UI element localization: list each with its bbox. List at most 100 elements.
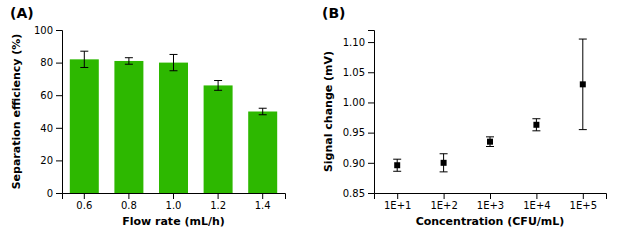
bar	[204, 85, 233, 193]
y-tick: 60	[40, 90, 62, 101]
x-axis-line	[63, 194, 286, 200]
y-tick: 0.95	[343, 127, 374, 138]
y-tick-label: 0.90	[343, 158, 365, 169]
x-tick-mark	[262, 193, 263, 199]
x-tick-label: 1.2	[210, 200, 226, 211]
bar	[70, 59, 99, 193]
x-tick: 1E+5	[570, 193, 597, 211]
y-tick-mark	[368, 193, 374, 194]
panel: 0.85 0.90 0.95 1.00 1.05 1.10 1E+1 1E+2 1E+3 1E+4…	[322, 5, 607, 228]
error-bar	[125, 58, 133, 65]
x-tick: 1.4	[255, 193, 271, 211]
point	[580, 81, 586, 87]
y-tick-label: 80	[40, 57, 53, 68]
y-tick: 20	[40, 155, 62, 166]
point	[487, 139, 493, 145]
bar	[159, 63, 188, 193]
x-tick-mark	[218, 193, 219, 199]
y-axis-line	[56, 31, 63, 194]
x-tick-label: 1E+2	[430, 200, 457, 211]
error-bar	[259, 108, 267, 115]
y-tick-label: 0	[47, 188, 53, 199]
y-tick-label: 20	[40, 155, 53, 166]
x-tick-label: 1.0	[166, 200, 182, 211]
bar	[248, 112, 277, 194]
y-tick-mark	[368, 72, 374, 73]
y-tick: 80	[40, 57, 62, 68]
point	[394, 162, 400, 168]
x-tick-label: 1E+3	[477, 200, 504, 211]
y-axis-title: Separation efficiency (%)	[10, 34, 23, 190]
x-tick: 1.0	[166, 193, 182, 211]
plot-area	[393, 39, 587, 172]
x-tick: 1E+4	[523, 193, 550, 211]
x-axis: 0.6 0.8 1.0 1.2 1.4	[63, 193, 286, 211]
error-bar	[214, 81, 222, 91]
y-tick: 0	[47, 188, 62, 199]
y-tick-mark	[56, 193, 62, 194]
x-tick-mark	[128, 193, 129, 199]
x-tick-label: 0.8	[121, 200, 137, 211]
y-tick-label: 0.85	[343, 188, 365, 199]
y-tick-label: 1.10	[343, 37, 365, 48]
y-tick-mark	[56, 95, 62, 96]
x-tick-mark	[444, 193, 445, 199]
chart: 0 20 40 60 80 100 0.6 0.8 1.0 1.2 1.4 Flow rate (mL…	[0, 0, 618, 243]
x-tick-label: 1E+5	[570, 200, 597, 211]
x-tick-label: 1E+4	[523, 200, 550, 211]
y-tick-label: 1.00	[343, 97, 365, 108]
y-tick-mark	[56, 30, 62, 31]
y-tick-mark	[368, 102, 374, 103]
y-tick-mark	[56, 160, 62, 161]
x-tick-label: 0.6	[76, 200, 92, 211]
y-tick: 0.90	[343, 158, 374, 169]
x-tick-mark	[490, 193, 491, 199]
point	[441, 160, 447, 166]
x-tick-label: 1E+1	[384, 200, 411, 211]
y-tick-mark	[56, 63, 62, 64]
error-bar	[393, 159, 401, 171]
y-tick-label: 60	[40, 90, 53, 101]
error-bar	[579, 39, 587, 130]
x-tick: 1.2	[210, 193, 226, 211]
x-tick-mark	[583, 193, 584, 199]
x-tick: 1E+1	[384, 193, 411, 211]
x-tick-mark	[173, 193, 174, 199]
y-axis: 0.85 0.90 0.95 1.00 1.05 1.10	[343, 31, 375, 199]
error-bar	[170, 54, 178, 70]
y-tick-label: 40	[40, 123, 53, 134]
x-axis-title: Flow rate (mL/h)	[122, 215, 225, 228]
y-tick: 1.05	[343, 67, 374, 78]
y-tick: 100	[34, 25, 62, 36]
y-axis: 0 20 40 60 80 100	[34, 25, 63, 199]
panel: 0 20 40 60 80 100 0.6 0.8 1.0 1.2 1.4 Flow rate (mL…	[10, 5, 286, 228]
bar	[114, 61, 143, 193]
x-tick-mark	[536, 193, 537, 199]
x-tick: 1E+2	[430, 193, 457, 211]
panel-title: (B)	[322, 5, 345, 21]
y-tick-mark	[368, 133, 374, 134]
x-tick: 0.6	[76, 193, 92, 211]
panel-title: (A)	[10, 5, 34, 21]
y-tick: 1.10	[343, 37, 374, 48]
x-tick: 0.8	[121, 193, 137, 211]
x-tick-label: 1.4	[255, 200, 271, 211]
x-tick-mark	[397, 193, 398, 199]
error-bar	[80, 51, 88, 67]
y-tick-mark	[368, 163, 374, 164]
error-bar	[532, 119, 540, 131]
y-tick-label: 0.95	[343, 127, 365, 138]
y-tick: 1.00	[343, 97, 374, 108]
error-bar	[486, 137, 494, 147]
x-axis-line	[375, 194, 607, 200]
y-tick: 0.85	[343, 188, 374, 199]
error-bar	[440, 154, 448, 172]
y-tick-mark	[368, 42, 374, 43]
x-tick-mark	[84, 193, 85, 199]
y-axis-line	[368, 31, 375, 194]
point	[533, 122, 539, 128]
y-tick-label: 1.05	[343, 67, 365, 78]
y-axis-title: Signal change (mV)	[322, 51, 335, 172]
x-axis-title: Concentration (CFU/mL)	[416, 215, 565, 228]
x-axis: 1E+1 1E+2 1E+3 1E+4 1E+5	[375, 193, 607, 211]
